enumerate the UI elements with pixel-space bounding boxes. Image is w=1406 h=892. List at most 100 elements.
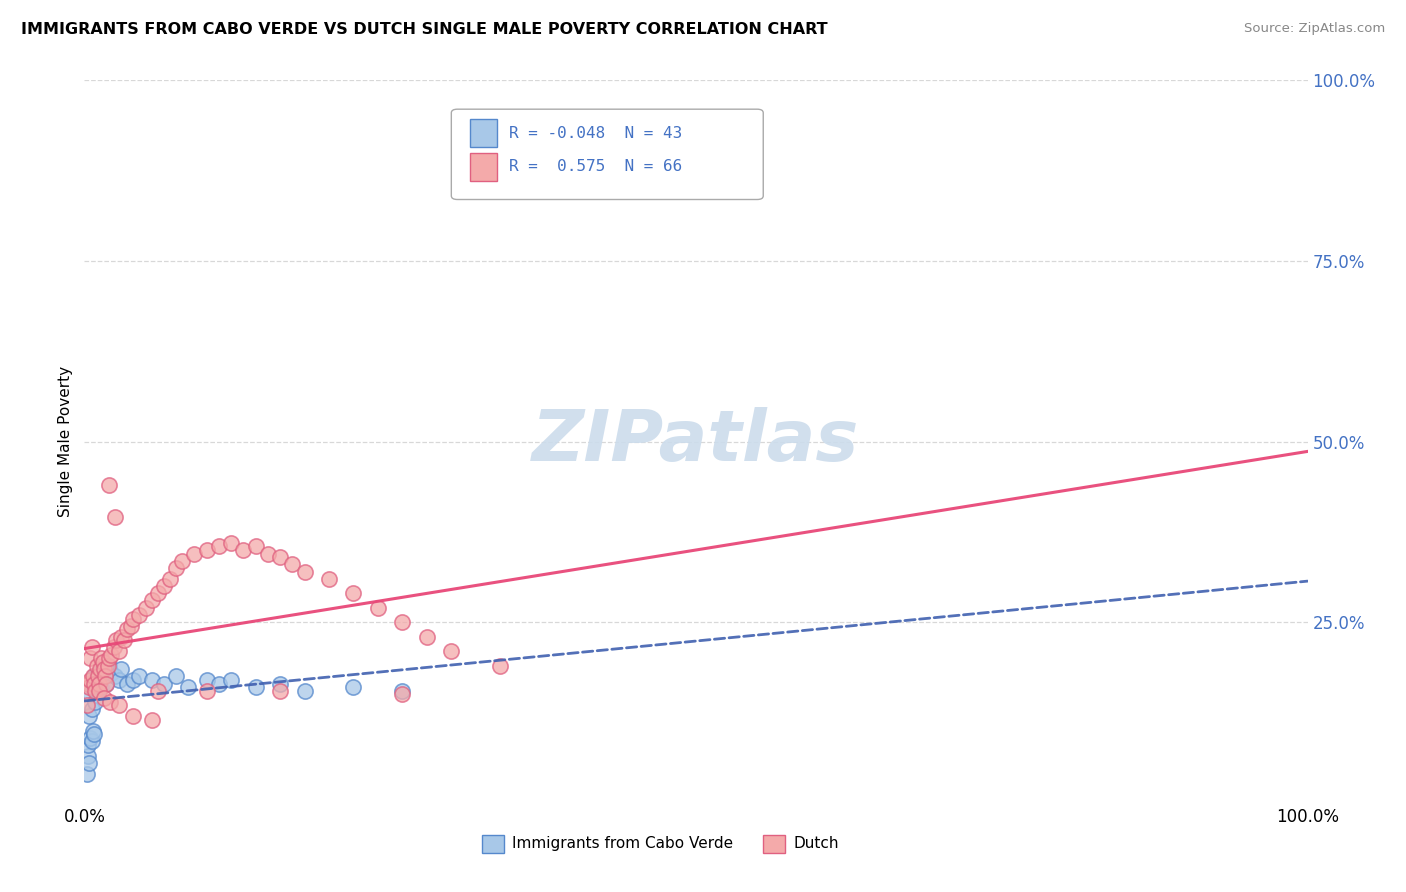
Point bbox=[342, 680, 364, 694]
Point bbox=[416, 630, 439, 644]
Point bbox=[98, 695, 121, 709]
Point bbox=[107, 644, 129, 658]
Point bbox=[172, 554, 194, 568]
Point bbox=[86, 658, 108, 673]
Point bbox=[391, 687, 413, 701]
Point bbox=[100, 665, 122, 680]
Point bbox=[96, 676, 118, 690]
Point bbox=[83, 676, 105, 690]
Point bbox=[96, 676, 118, 690]
Point bbox=[79, 673, 101, 687]
Point bbox=[76, 698, 98, 713]
Point bbox=[87, 665, 110, 680]
Point bbox=[86, 669, 108, 683]
Point bbox=[128, 607, 150, 622]
Point bbox=[87, 669, 110, 683]
Point bbox=[294, 683, 316, 698]
Point bbox=[79, 687, 101, 701]
Point bbox=[91, 655, 114, 669]
Point bbox=[77, 756, 100, 770]
Point bbox=[195, 673, 218, 687]
Point bbox=[86, 683, 108, 698]
Point bbox=[146, 586, 169, 600]
Point bbox=[245, 539, 267, 553]
Point bbox=[342, 586, 364, 600]
Point bbox=[269, 676, 291, 690]
Point bbox=[165, 561, 187, 575]
Point bbox=[112, 633, 135, 648]
Point bbox=[153, 579, 176, 593]
Text: R = -0.048  N = 43: R = -0.048 N = 43 bbox=[509, 126, 682, 141]
Point bbox=[120, 619, 142, 633]
Point bbox=[89, 673, 111, 687]
Point bbox=[82, 680, 104, 694]
Point bbox=[83, 669, 105, 683]
Point bbox=[93, 669, 115, 683]
Point bbox=[128, 669, 150, 683]
FancyBboxPatch shape bbox=[763, 835, 786, 854]
Point bbox=[122, 709, 145, 723]
Text: Source: ZipAtlas.com: Source: ZipAtlas.com bbox=[1244, 22, 1385, 36]
Point bbox=[141, 593, 163, 607]
Point bbox=[84, 683, 107, 698]
Point bbox=[219, 535, 242, 549]
Point bbox=[100, 648, 122, 662]
Point bbox=[232, 542, 254, 557]
Point bbox=[80, 640, 103, 655]
Point bbox=[104, 669, 127, 683]
Text: R =  0.575  N = 66: R = 0.575 N = 66 bbox=[509, 160, 682, 175]
Point bbox=[110, 630, 132, 644]
Point bbox=[195, 683, 218, 698]
FancyBboxPatch shape bbox=[470, 120, 496, 147]
Point bbox=[115, 623, 138, 637]
Point bbox=[77, 738, 100, 752]
Point bbox=[97, 478, 120, 492]
Point bbox=[80, 734, 103, 748]
Point bbox=[82, 669, 104, 683]
Point bbox=[115, 676, 138, 690]
Point bbox=[391, 683, 413, 698]
Point bbox=[141, 673, 163, 687]
Point bbox=[257, 547, 280, 561]
Point bbox=[104, 510, 127, 524]
Point bbox=[77, 680, 100, 694]
Point bbox=[79, 731, 101, 745]
Point bbox=[90, 651, 112, 665]
Point bbox=[195, 542, 218, 557]
Point bbox=[107, 698, 129, 713]
FancyBboxPatch shape bbox=[470, 153, 496, 181]
Point bbox=[122, 611, 145, 625]
Point bbox=[440, 644, 463, 658]
Point bbox=[87, 676, 110, 690]
Point bbox=[93, 662, 115, 676]
Point bbox=[76, 767, 98, 781]
Point bbox=[82, 723, 104, 738]
Point bbox=[80, 702, 103, 716]
Point bbox=[391, 615, 413, 630]
Point bbox=[294, 565, 316, 579]
Point bbox=[208, 539, 231, 553]
Point bbox=[135, 600, 157, 615]
Point bbox=[77, 676, 100, 690]
Point bbox=[141, 713, 163, 727]
Point bbox=[183, 547, 205, 561]
Point bbox=[87, 676, 110, 690]
Point bbox=[208, 676, 231, 690]
Text: Dutch: Dutch bbox=[794, 837, 839, 852]
Point bbox=[84, 695, 107, 709]
Point bbox=[245, 680, 267, 694]
Point bbox=[159, 572, 181, 586]
Point bbox=[77, 709, 100, 723]
Point bbox=[489, 658, 512, 673]
Point bbox=[146, 683, 169, 698]
Point bbox=[97, 658, 120, 673]
Point bbox=[91, 662, 114, 676]
Point bbox=[87, 683, 110, 698]
Point bbox=[269, 550, 291, 565]
Point bbox=[122, 673, 145, 687]
FancyBboxPatch shape bbox=[482, 835, 503, 854]
Point bbox=[94, 669, 117, 683]
Point bbox=[77, 748, 100, 763]
Y-axis label: Single Male Poverty: Single Male Poverty bbox=[58, 366, 73, 517]
Point bbox=[177, 680, 200, 694]
